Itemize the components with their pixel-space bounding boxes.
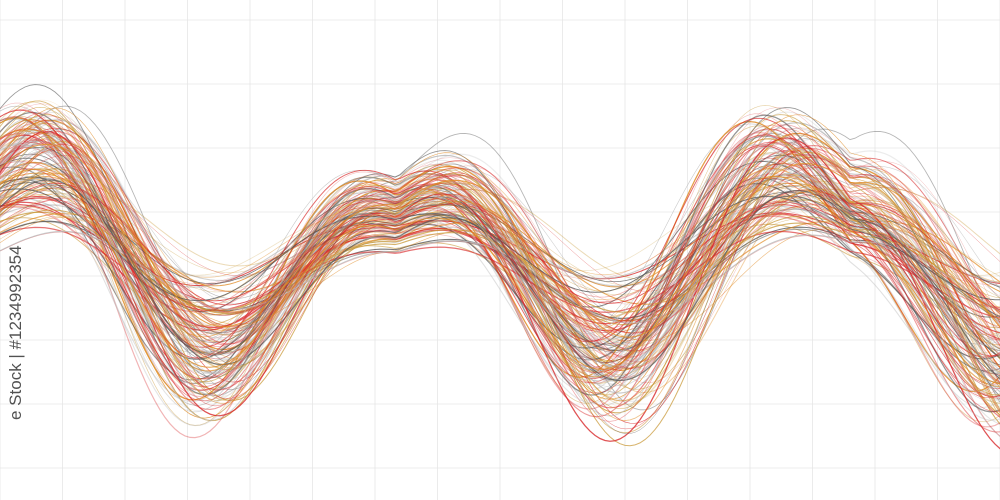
wave-line	[0, 150, 1000, 372]
wave-line	[0, 179, 1000, 281]
wave-line	[0, 122, 1000, 421]
wave-line	[0, 137, 1000, 404]
wave-line	[0, 168, 1000, 390]
wave-line	[0, 133, 1000, 391]
wave-line	[0, 168, 1000, 385]
wave-line	[0, 184, 1000, 353]
wave-line	[0, 107, 1000, 414]
wave-line	[0, 197, 1000, 334]
wave-line	[0, 120, 1000, 376]
wave-line	[0, 182, 1000, 288]
wave-line	[0, 112, 1000, 437]
wave-line	[0, 119, 1000, 369]
wave-line	[0, 132, 1000, 411]
wave-line	[0, 147, 1000, 413]
wave-line	[0, 129, 1000, 396]
wave-line	[0, 142, 1000, 346]
wave-line	[0, 178, 1000, 283]
wave-line	[0, 181, 1000, 353]
wave-line	[0, 140, 1000, 402]
wave-line	[0, 206, 1000, 313]
wave-line	[0, 130, 1000, 369]
wave-line	[0, 160, 1000, 402]
wave-line	[0, 132, 1000, 376]
wave-line	[0, 142, 1000, 383]
wave-line	[0, 188, 1000, 302]
wave-line	[0, 149, 1000, 430]
wave-line	[0, 128, 1000, 434]
wave-line	[0, 155, 1000, 363]
wave-line	[0, 139, 1000, 371]
wave-line	[0, 204, 1000, 285]
wave-line	[0, 168, 1000, 390]
wave-line	[0, 141, 1000, 399]
wave-line	[0, 179, 1000, 375]
wave-line	[0, 194, 1000, 322]
wave-line	[0, 143, 1000, 427]
wave-line	[0, 103, 1000, 382]
wave-line	[0, 115, 1000, 439]
wave-line	[0, 211, 1000, 313]
wave-line	[0, 189, 1000, 298]
wave-line	[0, 226, 1000, 319]
wave-line	[0, 215, 1000, 331]
wave-line	[0, 230, 1000, 324]
wave-line	[0, 231, 1000, 324]
watermark-text: e Stock | #1234992354	[6, 245, 25, 420]
wave-line	[0, 143, 1000, 338]
wave-line	[0, 178, 1000, 292]
wave-line	[0, 135, 1000, 413]
wave-line	[0, 128, 1000, 346]
wave-line	[0, 179, 1000, 382]
wave-line	[0, 201, 1000, 334]
wave-line	[0, 107, 1000, 402]
wave-line	[0, 120, 1000, 385]
wave-line	[0, 99, 1000, 408]
wave-line	[0, 116, 1000, 357]
wave-line	[0, 111, 1000, 388]
wave-line	[0, 177, 1000, 352]
